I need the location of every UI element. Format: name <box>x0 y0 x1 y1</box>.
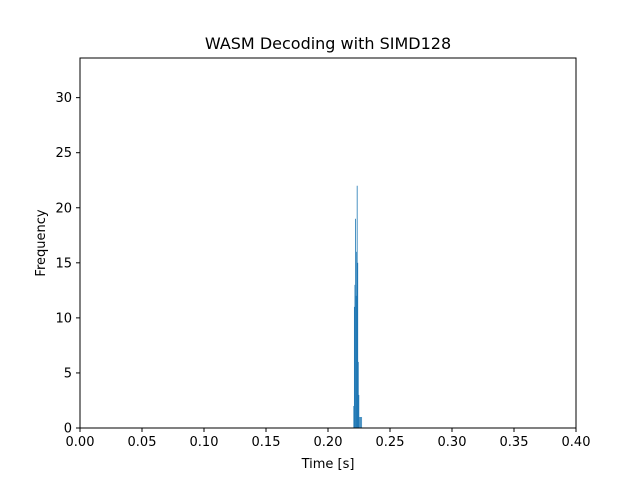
y-tick-label: 30 <box>55 91 72 106</box>
histogram-bar <box>358 394 360 428</box>
histogram-bar <box>359 416 360 428</box>
histogram-bar <box>353 306 355 428</box>
x-tick-label: 0.10 <box>190 435 219 450</box>
y-tick-label: 0 <box>64 422 72 437</box>
x-tick-label: 0.30 <box>438 435 467 450</box>
y-tick-label: 20 <box>55 201 72 216</box>
plot-frame <box>79 57 577 429</box>
y-tick-label: 10 <box>55 311 72 326</box>
histogram-bar <box>361 416 363 428</box>
x-tick-label: 0.25 <box>376 435 405 450</box>
x-tick-label: 0.15 <box>252 435 281 450</box>
histogram-bar <box>355 295 357 428</box>
x-tick-label: 0.40 <box>562 435 591 450</box>
histogram-bar <box>353 405 355 428</box>
y-axis-label: Frequency <box>34 209 49 276</box>
histogram-bar <box>360 416 361 428</box>
y-tick-label: 15 <box>55 256 72 271</box>
x-tick-label: 0.05 <box>128 435 157 450</box>
x-tick-label: 0.00 <box>66 435 95 450</box>
histogram-bar <box>356 185 358 428</box>
y-axis-ticks: 0 5 10 15 20 25 30 <box>55 91 80 437</box>
x-tick-label: 0.35 <box>500 435 529 450</box>
bars-group <box>353 185 363 428</box>
x-axis-label: Time [s] <box>301 457 355 472</box>
x-axis-ticks: 0.00 0.05 0.10 0.15 0.20 0.25 0.30 0.35 0.40 <box>66 428 591 450</box>
histogram-bar <box>355 218 356 428</box>
histogram-bar <box>354 284 356 428</box>
histogram-bar <box>357 262 359 428</box>
y-tick-label: 25 <box>55 146 72 161</box>
y-tick-label: 5 <box>64 366 72 381</box>
chart-title: WASM Decoding with SIMD128 <box>205 34 451 53</box>
histogram-bar <box>356 251 358 428</box>
x-tick-label: 0.20 <box>314 435 343 450</box>
histogram-bar <box>357 361 359 428</box>
